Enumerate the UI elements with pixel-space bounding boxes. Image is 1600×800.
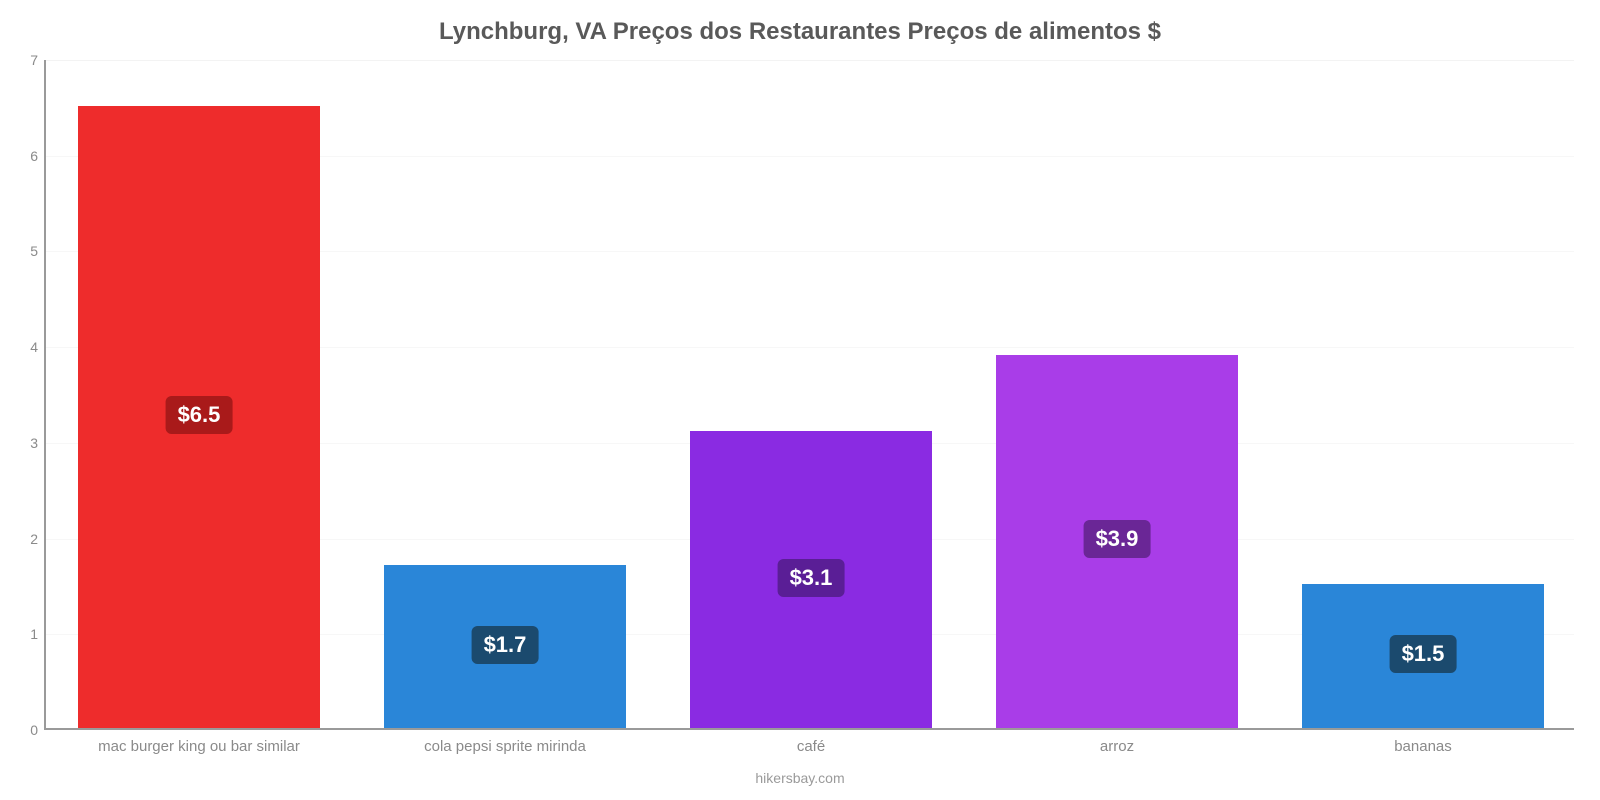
bar: $1.7 — [384, 565, 626, 728]
y-tick-label: 4 — [30, 339, 38, 355]
bar: $1.5 — [1302, 584, 1544, 728]
bar: $6.5 — [78, 106, 320, 728]
price-chart: Lynchburg, VA Preços dos Restaurantes Pr… — [0, 0, 1600, 800]
y-tick-label: 2 — [30, 531, 38, 547]
chart-title: Lynchburg, VA Preços dos Restaurantes Pr… — [0, 18, 1600, 46]
x-tick-label: cola pepsi sprite mirinda — [424, 738, 586, 755]
bar: $3.9 — [996, 355, 1238, 728]
bars-group: $6.5 $1.7 $3.1 $3.9 $1.5 — [46, 60, 1574, 728]
x-tick-label: mac burger king ou bar similar — [98, 738, 300, 755]
bar-value-label: $3.1 — [778, 559, 845, 597]
bar-value-label: $6.5 — [166, 396, 233, 434]
y-tick-label: 5 — [30, 243, 38, 259]
x-tick-label: bananas — [1394, 738, 1452, 755]
bar-value-label: $1.7 — [472, 626, 539, 664]
bar-value-label: $1.5 — [1390, 635, 1457, 673]
y-tick-label: 0 — [30, 722, 38, 738]
bar: $3.1 — [690, 431, 932, 728]
x-tick-label: café — [797, 738, 825, 755]
x-tick-label: arroz — [1100, 738, 1134, 755]
chart-plot-area: 01234567 $6.5$1.7$3.1$3.9$1.5 mac burger… — [44, 60, 1574, 730]
y-tick-label: 7 — [30, 52, 38, 68]
bar-value-label: $3.9 — [1084, 520, 1151, 558]
y-tick-label: 6 — [30, 148, 38, 164]
y-tick-label: 1 — [30, 626, 38, 642]
chart-footer: hikersbay.com — [0, 770, 1600, 786]
y-tick-label: 3 — [30, 435, 38, 451]
